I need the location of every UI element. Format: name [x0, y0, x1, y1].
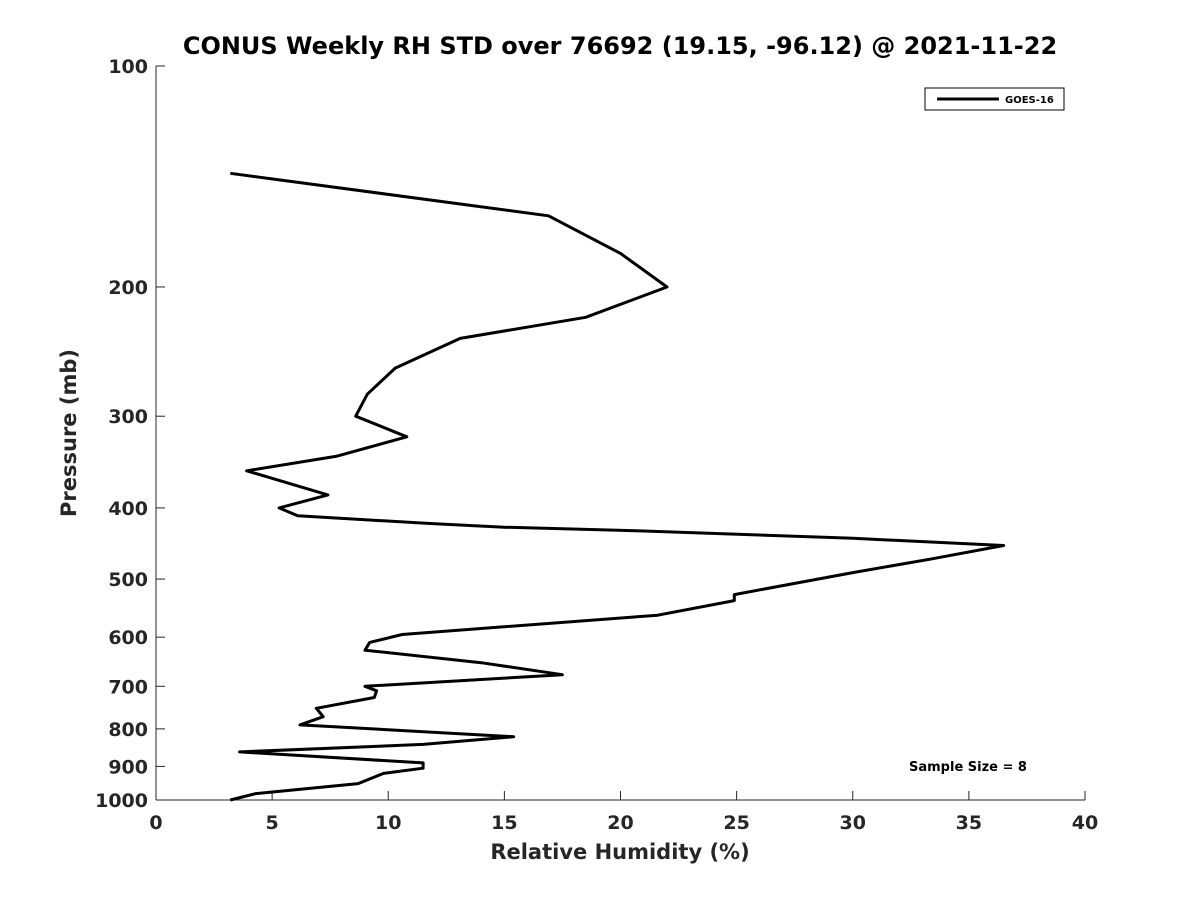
x-tick-label: 15: [491, 812, 517, 834]
x-tick-label: 0: [149, 812, 162, 834]
y-axis-label: Pressure (mb): [57, 349, 81, 517]
y-tick-label: 700: [108, 676, 148, 698]
sample-size-annotation: Sample Size = 8: [909, 760, 1027, 775]
legend-label-goes-16: GOES-16: [1005, 95, 1054, 106]
y-axis-ticks: 100 200 300 400 500 600 700 800 900 1000: [95, 56, 165, 812]
x-axis-ticks: 0 5 10 15 20 25 30 35 40: [149, 791, 1098, 834]
legend: GOES-16: [924, 87, 1065, 111]
x-tick-label: 5: [266, 812, 279, 834]
y-tick-label: 500: [108, 569, 148, 591]
x-axis-label: Relative Humidity (%): [490, 840, 749, 864]
x-tick-label: 35: [956, 812, 982, 834]
x-tick-label: 20: [607, 812, 633, 834]
y-tick-label: 600: [108, 627, 148, 649]
y-tick-label: 800: [108, 719, 148, 741]
y-tick-label: 900: [108, 756, 148, 778]
x-tick-label: 40: [1072, 812, 1098, 834]
chart-title: CONUS Weekly RH STD over 76692 (19.15, -…: [183, 32, 1057, 60]
plot-area: [156, 66, 1085, 800]
y-tick-label: 100: [108, 56, 148, 78]
y-tick-label: 1000: [95, 790, 148, 812]
x-tick-label: 10: [375, 812, 401, 834]
y-tick-label: 300: [108, 406, 148, 428]
x-tick-label: 25: [723, 812, 749, 834]
y-tick-label: 200: [108, 277, 148, 299]
y-tick-label: 400: [108, 498, 148, 520]
x-tick-label: 30: [840, 812, 866, 834]
series-line-goes-16: [229, 171, 1006, 802]
